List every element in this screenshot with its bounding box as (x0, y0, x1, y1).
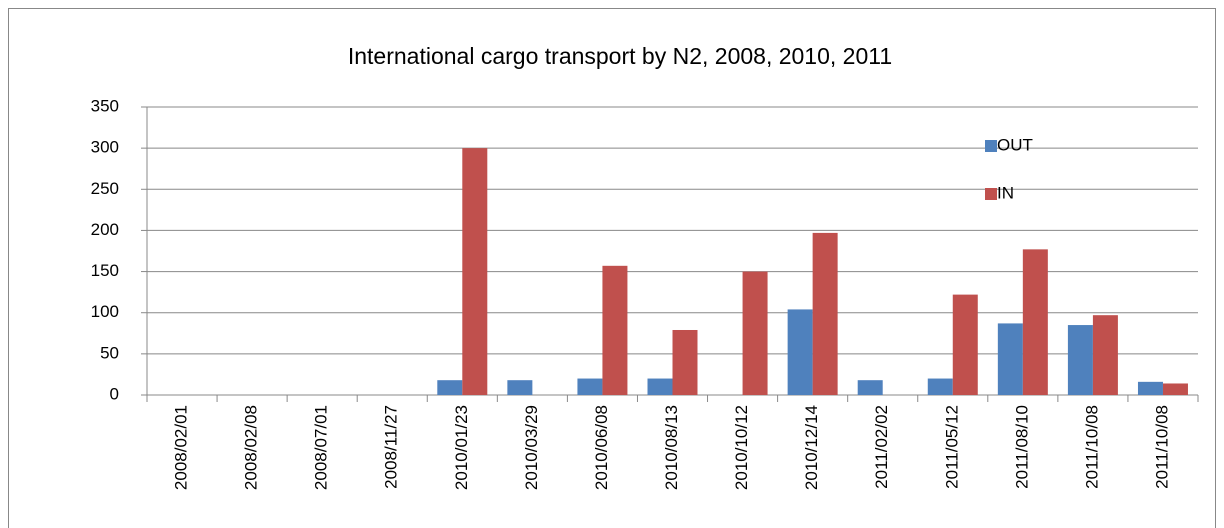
x-tick-label: 2010/06/08 (592, 405, 611, 490)
x-tick-label: 2008/02/08 (242, 405, 261, 490)
x-tick-label: 2011/02/02 (872, 405, 891, 489)
bar (952, 294, 978, 395)
x-tick-label: 2010/03/29 (522, 405, 541, 490)
bar (1137, 381, 1163, 395)
y-tick-label: 0 (110, 384, 119, 403)
y-tick-label: 250 (91, 179, 119, 198)
y-tick-label: 300 (91, 138, 119, 157)
legend-label: IN (997, 183, 1014, 202)
bar (507, 380, 533, 395)
bar (672, 329, 698, 395)
x-tick-label: 2011/10/08 (1082, 405, 1101, 489)
x-tick-label: 2011/08/10 (1012, 405, 1031, 489)
bar (437, 380, 463, 395)
bar (647, 378, 673, 395)
x-tick-label: 2010/01/23 (452, 405, 471, 490)
chart-title: International cargo transport by N2, 200… (348, 43, 892, 69)
bar (997, 323, 1023, 395)
bar (1022, 249, 1048, 395)
bar (742, 271, 768, 395)
x-tick-label: 2008/07/01 (312, 405, 331, 490)
bar (1092, 315, 1118, 395)
bar (1162, 383, 1188, 395)
bar (812, 232, 838, 395)
x-tick-label: 2011/10/08 (1152, 405, 1171, 489)
y-tick-label: 200 (91, 220, 119, 239)
bar (462, 148, 488, 395)
x-tick-label: 2008/02/01 (172, 405, 191, 490)
bar (1067, 325, 1093, 395)
legend-swatch (985, 140, 997, 152)
bar (927, 378, 953, 395)
bar (577, 378, 603, 395)
bar (857, 380, 883, 395)
y-tick-label: 50 (100, 343, 119, 362)
x-tick-label: 2011/05/12 (942, 405, 961, 489)
y-tick-label: 100 (91, 302, 119, 321)
x-tick-label: 2010/12/14 (802, 405, 821, 490)
x-tick-label: 2008/11/27 (382, 405, 401, 489)
x-tick-label: 2010/10/12 (732, 405, 751, 490)
legend-swatch (985, 188, 997, 200)
bar (602, 265, 628, 395)
y-tick-label: 150 (91, 261, 119, 280)
bar (787, 309, 813, 395)
legend-label: OUT (997, 135, 1033, 154)
y-tick-label: 350 (91, 96, 119, 115)
x-tick-label: 2010/08/13 (662, 405, 681, 490)
